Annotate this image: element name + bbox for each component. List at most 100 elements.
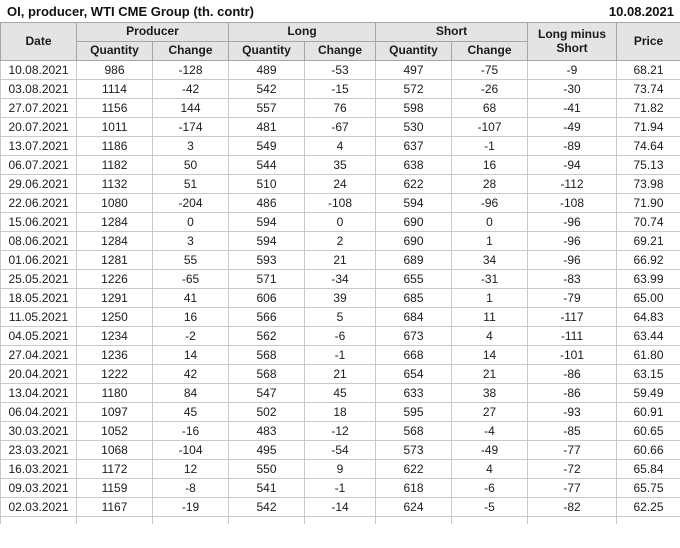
short-quantity-cell: 654 [375, 364, 453, 384]
date-cell: 03.08.2021 [0, 79, 77, 99]
long-quantity-cell: 547 [228, 383, 305, 403]
price-cell: 71.94 [616, 117, 680, 137]
date-cell: 06.07.2021 [0, 155, 77, 175]
long-minus-short-cell: -82 [527, 497, 618, 517]
short-quantity-cell: 594 [375, 193, 453, 213]
long-minus-short-cell: -108 [527, 193, 618, 213]
partial-cell [228, 516, 305, 524]
long-minus-short-cell: -41 [527, 98, 618, 118]
long-minus-short-cell: -111 [527, 326, 618, 346]
date-cell: 06.04.2021 [0, 402, 77, 422]
producer-quantity-cell: 1291 [76, 288, 153, 308]
page-title: OI, producer, WTI CME Group (th. contr) [7, 4, 254, 19]
long-change-cell: 21 [303, 364, 377, 384]
table-row: 06.07.2021 1182 50 544 35 638 16 -94 75.13 [0, 155, 680, 175]
table-row: 02.03.2021 1167 -19 542 -14 624 -5 -82 62.25 [0, 497, 680, 517]
price-cell: 63.15 [616, 364, 680, 384]
short-quantity-cell: 684 [375, 307, 453, 327]
date-cell: 11.05.2021 [0, 307, 77, 327]
short-change-cell: -26 [451, 79, 529, 99]
long-change-cell: 39 [303, 288, 377, 308]
date-cell: 27.04.2021 [0, 345, 77, 365]
long-change-cell: 21 [303, 250, 377, 270]
long-quantity-cell: 541 [228, 478, 305, 498]
date-cell: 10.08.2021 [0, 60, 77, 80]
date-cell: 04.05.2021 [0, 326, 77, 346]
date-cell: 29.06.2021 [0, 174, 77, 194]
short-quantity-cell: 573 [375, 440, 453, 460]
group-header-long: Long [227, 22, 377, 42]
long-quantity-cell: 557 [228, 98, 305, 118]
long-quantity-cell: 481 [228, 117, 305, 137]
partial-row [0, 516, 680, 524]
price-cell: 60.66 [616, 440, 680, 460]
short-change-cell: 28 [451, 174, 529, 194]
long-quantity-cell: 502 [228, 402, 305, 422]
long-quantity-cell: 568 [228, 345, 305, 365]
short-quantity-cell: 685 [375, 288, 453, 308]
producer-quantity-cell: 1068 [76, 440, 153, 460]
table-row: 13.07.2021 1186 3 549 4 637 -1 -89 74.64 [0, 136, 680, 156]
table-row: 20.04.2021 1222 42 568 21 654 21 -86 63.15 [0, 364, 680, 384]
short-quantity-cell: 568 [375, 421, 453, 441]
long-minus-short-cell: -86 [527, 383, 618, 403]
producer-quantity-cell: 1011 [76, 117, 153, 137]
table-row: 04.05.2021 1234 -2 562 -6 673 4 -111 63.44 [0, 326, 680, 346]
producer-quantity-cell: 1167 [76, 497, 153, 517]
short-quantity-cell: 655 [375, 269, 453, 289]
short-change-cell: 21 [451, 364, 529, 384]
table-row: 10.08.2021 986 -128 489 -53 497 -75 -9 68.21 [0, 60, 680, 80]
short-change-cell: 16 [451, 155, 529, 175]
short-quantity-cell: 622 [375, 174, 453, 194]
short-change-cell: -5 [451, 497, 529, 517]
long-quantity-cell: 495 [228, 440, 305, 460]
date-cell: 27.07.2021 [0, 98, 77, 118]
date-cell: 02.03.2021 [0, 497, 77, 517]
short-change-cell: 4 [451, 326, 529, 346]
date-cell: 23.03.2021 [0, 440, 77, 460]
short-quantity-cell: 598 [375, 98, 453, 118]
price-cell: 60.91 [616, 402, 680, 422]
producer-change-cell: -65 [152, 269, 229, 289]
date-cell: 01.06.2021 [0, 250, 77, 270]
long-minus-short-cell: -86 [527, 364, 618, 384]
long-quantity-cell: 566 [228, 307, 305, 327]
oi-producer-table: Date Producer Long Short Long minus Shor… [0, 22, 680, 524]
price-cell: 69.21 [616, 231, 680, 251]
producer-change-cell: 14 [152, 345, 229, 365]
partial-cell [527, 516, 618, 524]
long-quantity-cell: 593 [228, 250, 305, 270]
long-minus-short-cell: -101 [527, 345, 618, 365]
short-quantity-cell: 622 [375, 459, 453, 479]
table-row: 29.06.2021 1132 51 510 24 622 28 -112 73.98 [0, 174, 680, 194]
long-minus-short-cell: -9 [527, 60, 618, 80]
price-cell: 62.25 [616, 497, 680, 517]
short-change-cell: 0 [451, 212, 529, 232]
long-quantity-cell: 594 [228, 231, 305, 251]
long-change-cell: 2 [303, 231, 377, 251]
long-quantity-cell: 483 [228, 421, 305, 441]
producer-quantity-cell: 1281 [76, 250, 153, 270]
producer-change-cell: -104 [152, 440, 229, 460]
partial-cell [451, 516, 529, 524]
producer-change-cell: 55 [152, 250, 229, 270]
short-quantity-cell: 618 [375, 478, 453, 498]
short-quantity-cell: 624 [375, 497, 453, 517]
long-minus-short-cell: -89 [527, 136, 618, 156]
table-row: 22.06.2021 1080 -204 486 -108 594 -96 -108 71.90 [0, 193, 680, 213]
producer-quantity-cell: 1052 [76, 421, 153, 441]
producer-change-cell: -8 [152, 478, 229, 498]
producer-change-cell: 16 [152, 307, 229, 327]
report-date: 10.08.2021 [608, 4, 674, 19]
price-cell: 66.92 [616, 250, 680, 270]
producer-change-cell: 144 [152, 98, 229, 118]
short-quantity-cell: 530 [375, 117, 453, 137]
table-row: 18.05.2021 1291 41 606 39 685 1 -79 65.00 [0, 288, 680, 308]
price-cell: 73.74 [616, 79, 680, 99]
long-minus-short-cell: -96 [527, 250, 618, 270]
long-change-cell: 35 [303, 155, 377, 175]
date-cell: 25.05.2021 [0, 269, 77, 289]
table-row: 15.06.2021 1284 0 594 0 690 0 -96 70.74 [0, 212, 680, 232]
long-quantity-cell: 568 [228, 364, 305, 384]
price-cell: 68.21 [616, 60, 680, 80]
